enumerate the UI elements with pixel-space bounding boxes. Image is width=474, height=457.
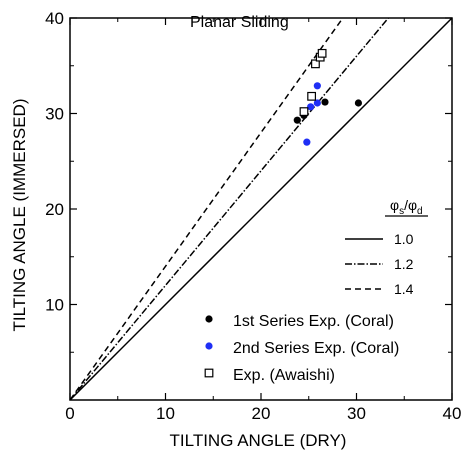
- x-tick-label: 40: [443, 404, 462, 423]
- series-3-point: [317, 48, 327, 58]
- series-legend-marker: [204, 368, 214, 378]
- series-1-point: [321, 98, 329, 106]
- line-legend-label: 1.0: [394, 231, 414, 247]
- data-points: [293, 48, 363, 146]
- series-2-point: [303, 138, 311, 146]
- series-2-point: [313, 82, 321, 90]
- ratio-legend-title: φs/φd: [390, 197, 423, 217]
- ratio-legend: φs/φd: [385, 197, 428, 217]
- reference-lines: [69, 17, 453, 401]
- x-tick-label: 30: [347, 404, 366, 423]
- series-legend-marker: [205, 315, 213, 323]
- chart-title: Planar Sliding: [190, 14, 289, 31]
- line-legend-label: 1.4: [394, 281, 414, 297]
- series-legend-label: 2nd Series Exp. (Coral): [233, 340, 399, 357]
- series-legend-label: 1st Series Exp. (Coral): [233, 313, 394, 330]
- y-tick-label: 40: [45, 9, 64, 28]
- x-tick-label: 0: [65, 404, 74, 423]
- ratio-line-1-4: [69, 17, 344, 401]
- ratio-line-1-0: [69, 17, 453, 401]
- series-1-point: [354, 99, 363, 107]
- series-1-point: [293, 116, 301, 124]
- y-tick-label: 20: [45, 200, 64, 219]
- y-axis-title: TILTING ANGLE (IMMERSED): [10, 99, 29, 332]
- series-3-point: [307, 91, 317, 101]
- series-3-point: [299, 107, 309, 116]
- series-3-point: [311, 59, 320, 69]
- y-tick-label: 10: [45, 296, 64, 315]
- line-legend: 1.0 1.2 1.4: [345, 231, 414, 297]
- x-axis-title: TILTING ANGLE (DRY): [170, 431, 347, 450]
- axis-ticks: 0 10 20 30 40 10 20 30 40: [45, 9, 461, 423]
- ratio-line-1-2: [69, 17, 389, 401]
- series-legend-marker: [205, 342, 213, 350]
- series-2-point: [307, 103, 315, 111]
- series-2-point: [313, 99, 321, 107]
- series-legend: 1st Series Exp. (Coral) 2nd Series Exp. (…: [204, 313, 399, 384]
- x-tick-label: 10: [156, 404, 175, 423]
- y-tick-label: 30: [45, 105, 64, 124]
- x-tick-label: 20: [252, 404, 271, 423]
- line-legend-label: 1.2: [394, 256, 414, 272]
- series-legend-label: Exp. (Awaishi): [233, 367, 335, 384]
